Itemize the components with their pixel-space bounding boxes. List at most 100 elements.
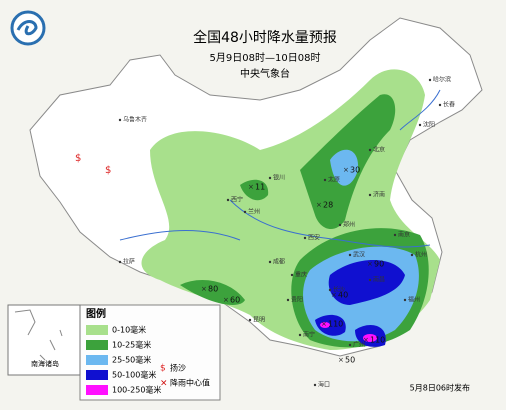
city-name: 郑州 xyxy=(343,221,355,229)
city-dot xyxy=(303,236,307,240)
zone-50-100 xyxy=(315,260,405,347)
title: 全国48小时降水量预报 xyxy=(193,29,337,46)
legend-label: 50-100毫米 xyxy=(112,370,156,380)
city-name: 兰州 xyxy=(248,208,260,216)
rain-center-value: 110 xyxy=(370,336,385,345)
city-name: 长沙 xyxy=(333,286,345,294)
rain-center-value: 28 xyxy=(323,201,333,210)
footer: 5月8日06时发布 xyxy=(410,383,470,393)
city-dot xyxy=(286,298,290,302)
city-dot xyxy=(368,278,372,282)
sand-mark: $ xyxy=(105,165,111,176)
city-name: 福州 xyxy=(408,296,420,304)
city-dot xyxy=(368,193,372,197)
rain-center-mark: × xyxy=(316,201,322,209)
city-name: 杭州 xyxy=(415,251,427,259)
city-dot xyxy=(323,178,327,182)
legend-label: 100-250毫米 xyxy=(112,385,161,395)
city-name: 沈阳 xyxy=(423,121,435,129)
city-name: 重庆 xyxy=(295,271,307,279)
city-dot xyxy=(348,343,352,347)
city-dot xyxy=(428,78,432,82)
city-name: 太原 xyxy=(328,176,340,184)
city-dot xyxy=(118,260,122,264)
city-name: 银川 xyxy=(273,174,285,182)
city-dot xyxy=(403,298,407,302)
rain-center-value: 110 xyxy=(328,320,343,329)
legend-swatch xyxy=(86,340,108,350)
city-dot xyxy=(438,103,442,107)
logo-swirl xyxy=(16,20,38,36)
city-dot xyxy=(268,260,272,264)
city-dot xyxy=(418,123,422,127)
rain-center-mark: × xyxy=(201,285,207,293)
rain-center-mark: × xyxy=(321,320,327,328)
city-dot xyxy=(226,198,230,202)
city-dot xyxy=(290,273,294,277)
city-dot xyxy=(338,223,342,227)
city-name: 拉萨 xyxy=(123,258,135,266)
sand-mark: $ xyxy=(75,153,81,164)
legend-symbol: × xyxy=(160,379,168,389)
city-name: 乌鲁木齐 xyxy=(123,116,147,124)
city-dot xyxy=(393,233,397,237)
city-name: 济南 xyxy=(373,191,385,199)
issuer: 中央气象台 xyxy=(240,67,290,80)
rain-center-value: 50 xyxy=(345,356,355,365)
zone-100-250 xyxy=(320,322,330,328)
legend-swatch xyxy=(86,355,108,365)
city-name: 海口 xyxy=(318,381,330,389)
city-name: 西安 xyxy=(308,234,320,242)
legend-label: 0-10毫米 xyxy=(112,325,146,335)
city-dot xyxy=(348,253,352,257)
rain-center-value: 80 xyxy=(208,285,218,294)
rain-center-mark: × xyxy=(338,356,344,364)
city-name: 昆明 xyxy=(253,317,265,324)
rain-center-value: 11 xyxy=(255,183,265,192)
city-name: 南昌 xyxy=(373,276,385,284)
rain-center-mark: × xyxy=(223,296,229,304)
inset-label: 南海诸岛 xyxy=(31,359,59,368)
city-dot xyxy=(368,148,372,152)
city-name: 南京 xyxy=(398,231,410,239)
inset-shapes xyxy=(14,309,63,361)
rain-center-value: 30 xyxy=(350,166,360,175)
legend-swatch xyxy=(86,385,108,395)
city-name: 哈尔滨 xyxy=(433,76,451,84)
rain-center-mark: × xyxy=(367,260,373,268)
legend-label: 10-25毫米 xyxy=(112,340,151,350)
legend-swatch xyxy=(86,370,108,380)
rain-center-value: 90 xyxy=(374,260,384,269)
rain-center-value: 60 xyxy=(230,296,240,305)
inset-frame xyxy=(7,304,81,376)
legend-swatch xyxy=(86,325,108,335)
city-dot xyxy=(410,253,414,257)
river xyxy=(119,89,441,248)
city-name: 成都 xyxy=(273,258,285,266)
rain-center-mark: × xyxy=(343,166,349,174)
rain-center-mark: × xyxy=(248,183,254,191)
legend-symbol-label: 降雨中心值 xyxy=(170,378,210,388)
city-name: 贵阳 xyxy=(291,296,303,304)
city-name: 广州 xyxy=(353,341,365,349)
period: 5月9日08时—10日08时 xyxy=(210,52,321,64)
rain-center-mark: × xyxy=(363,336,369,344)
legend-frame xyxy=(79,304,221,401)
city-dot xyxy=(118,118,122,122)
city-dot xyxy=(268,176,272,180)
rain-center-value: 40 xyxy=(338,291,348,300)
city-dot xyxy=(313,383,317,387)
zone-100-250 xyxy=(363,334,377,342)
rain-center-mark: × xyxy=(331,291,337,299)
legend-symbol-label: 扬沙 xyxy=(170,363,186,373)
city-dot xyxy=(298,333,302,337)
city-name: 武汉 xyxy=(353,251,365,259)
city-dot xyxy=(248,318,252,322)
legend-title: 图例 xyxy=(86,307,106,320)
legend-symbol: $ xyxy=(160,364,166,374)
city-dot xyxy=(243,210,247,214)
city-name: 南宁 xyxy=(303,331,315,339)
legend-label: 25-50毫米 xyxy=(112,355,151,365)
city-name: 西宁 xyxy=(231,196,243,204)
